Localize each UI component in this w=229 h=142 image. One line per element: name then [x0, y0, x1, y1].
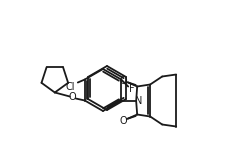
Text: O: O	[119, 76, 126, 85]
Text: Cl: Cl	[65, 82, 74, 91]
Text: N: N	[135, 96, 142, 106]
Text: O: O	[119, 115, 126, 126]
Text: F: F	[129, 84, 134, 94]
Text: O: O	[68, 92, 75, 103]
